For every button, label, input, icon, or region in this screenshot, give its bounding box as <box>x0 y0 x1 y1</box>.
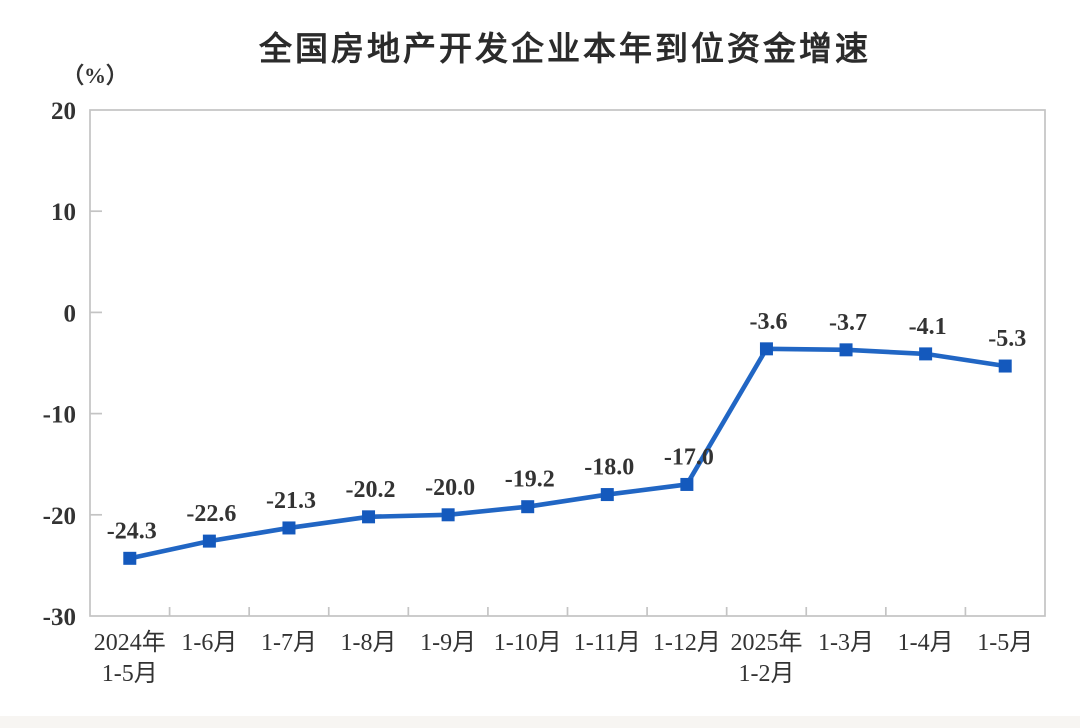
data-point-label: -20.2 <box>346 477 396 503</box>
x-tick-label: 1-6月 <box>181 630 237 656</box>
x-tick-label: 1-5月 <box>977 630 1033 656</box>
x-tick-label: 1-9月 <box>420 630 476 656</box>
data-point-label: -22.6 <box>186 501 236 527</box>
plot-border <box>89 109 1046 617</box>
data-point-marker <box>282 521 296 535</box>
data-point-label: -19.2 <box>505 467 555 493</box>
y-tick-label: 0 <box>64 300 77 327</box>
bottom-strip <box>0 716 1080 728</box>
data-point-marker <box>521 500 535 514</box>
x-tick-label: 1-7月 <box>261 630 317 656</box>
series-line <box>127 346 1008 561</box>
y-tick-label: -10 <box>43 402 76 429</box>
data-point-marker <box>441 508 455 522</box>
data-point-label: -4.1 <box>909 314 947 340</box>
y-tick-label: 10 <box>51 199 76 226</box>
x-tick-label: 2025年 1-2月 <box>730 629 802 687</box>
data-point-marker <box>362 510 376 524</box>
data-point-label: -17.0 <box>664 444 714 470</box>
x-tick-label: 1-3月 <box>818 630 874 656</box>
x-tick-label: 1-8月 <box>341 630 397 656</box>
data-point-marker <box>202 534 216 548</box>
x-tick-label: 1-11月 <box>574 630 641 656</box>
y-axis-unit-label: （%） <box>62 63 129 88</box>
x-tick-label: 2024年 1-5月 <box>94 629 166 687</box>
data-point-marker <box>600 488 614 502</box>
x-tick-label: 1-12月 <box>653 630 721 656</box>
data-point-marker <box>998 359 1012 373</box>
y-tick-label: 20 <box>51 98 76 125</box>
y-tick-label: -30 <box>43 604 76 631</box>
data-point-marker <box>839 343 853 357</box>
data-point-marker <box>123 551 137 565</box>
y-tick-label: -20 <box>43 503 76 530</box>
data-point-label: -5.3 <box>988 326 1026 352</box>
data-point-label: -24.3 <box>107 518 157 544</box>
data-point-label: -3.6 <box>749 309 787 335</box>
x-tick-label: 1-10月 <box>494 630 562 656</box>
data-point-marker <box>680 477 694 491</box>
data-point-marker <box>919 347 933 361</box>
data-point-label: -20.0 <box>425 475 475 501</box>
data-point-label: -18.0 <box>584 455 634 481</box>
data-point-marker <box>759 342 773 356</box>
data-point-label: -3.7 <box>829 310 867 336</box>
data-point-label: -21.3 <box>266 488 316 514</box>
chart-title: 全国房地产开发企业本年到位资金增速 <box>259 30 871 67</box>
x-tick-label: 1-4月 <box>898 630 954 656</box>
